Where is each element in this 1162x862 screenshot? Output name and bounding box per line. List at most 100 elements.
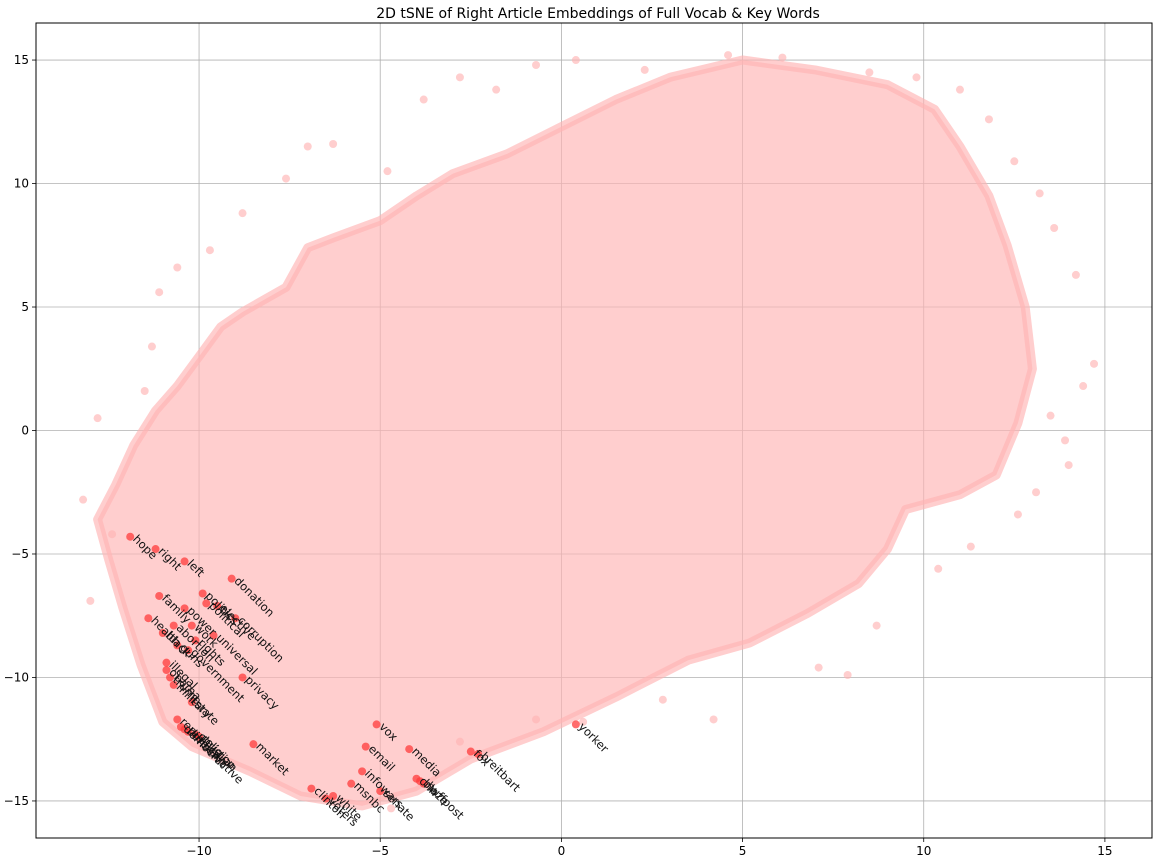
key-word-point — [376, 787, 385, 796]
vocab-point — [724, 51, 733, 60]
key-word-point — [126, 532, 135, 541]
vocab-point — [984, 115, 993, 124]
vocab-point — [579, 717, 588, 726]
vocab-point — [532, 60, 541, 69]
vocab-point — [419, 95, 428, 104]
key-word-point — [466, 747, 475, 756]
vocab-point — [1032, 488, 1041, 497]
vocab-point — [1064, 461, 1073, 470]
key-word-point — [144, 614, 153, 623]
vocab-point — [955, 85, 964, 94]
key-word-point — [361, 742, 370, 751]
y-tick-label: −10 — [4, 670, 29, 684]
vocab-point — [329, 140, 338, 149]
axis-ticks: −10 −5 0 5 10 15 15 10 5 0 −5 −10 −15 — [4, 53, 1113, 858]
vocab-point — [1035, 189, 1044, 198]
key-word-point — [321, 794, 330, 803]
key-word-points — [126, 532, 580, 803]
vocab-point — [282, 174, 291, 183]
key-word-point — [202, 599, 211, 608]
vocab-point — [147, 342, 156, 351]
x-tick-label: 5 — [739, 844, 747, 858]
key-word-point — [162, 666, 171, 675]
x-tick-label: −10 — [186, 844, 211, 858]
key-word-point — [151, 545, 160, 554]
vocab-point — [455, 73, 464, 82]
vocab-point — [173, 263, 182, 272]
vocab-point — [658, 695, 667, 704]
vocab-point — [640, 65, 649, 74]
vocab-point — [1010, 157, 1019, 166]
key-word-point — [180, 604, 189, 613]
key-word-point — [158, 629, 167, 638]
vocab-point — [1090, 359, 1099, 368]
y-tick-label: 15 — [14, 53, 29, 67]
vocab-point — [383, 167, 392, 176]
key-word-point — [155, 591, 164, 600]
vocab-point — [814, 663, 823, 672]
y-tick-label: 0 — [21, 424, 29, 438]
key-word-point — [249, 740, 258, 749]
key-word-point — [358, 767, 367, 776]
y-tick-label: −5 — [11, 547, 29, 561]
vocab-point — [492, 85, 501, 94]
vocab-point — [108, 530, 117, 539]
vocab-point — [155, 288, 164, 297]
key-word-point — [347, 779, 356, 788]
key-word-point — [187, 621, 196, 630]
key-word-point — [166, 673, 175, 682]
key-word-point — [191, 636, 200, 645]
y-tick-label: −15 — [4, 794, 29, 808]
vocab-point — [966, 542, 975, 551]
vocab-point — [912, 73, 921, 82]
key-word-point — [180, 557, 189, 566]
vocab-point — [303, 142, 312, 151]
chart-title: 2D tSNE of Right Article Embeddings of F… — [376, 6, 820, 22]
key-word-point — [213, 601, 222, 610]
vocab-point — [934, 564, 943, 573]
key-word-point — [231, 614, 240, 623]
vocab-point — [387, 804, 396, 813]
vocab-point — [1061, 436, 1070, 445]
key-word-point — [372, 720, 381, 729]
vocab-point — [872, 621, 881, 630]
x-tick-label: −5 — [371, 844, 389, 858]
vocab-point — [1046, 411, 1055, 420]
key-word-point — [474, 750, 483, 759]
key-word-point — [209, 631, 218, 640]
vocab-point — [1050, 223, 1059, 232]
vocab-point — [1071, 270, 1080, 279]
key-word-point — [169, 621, 178, 630]
key-word-point — [169, 680, 178, 689]
key-word-point — [162, 658, 171, 667]
vocab-point-cloud — [93, 55, 1037, 811]
vocab-point — [455, 737, 464, 746]
vocab-point — [709, 715, 718, 724]
x-tick-label: 15 — [1097, 844, 1112, 858]
vocab-point — [571, 56, 580, 65]
key-word-point — [571, 720, 580, 729]
x-tick-label: 0 — [558, 844, 566, 858]
key-word-point — [198, 589, 207, 598]
vocab-point — [865, 68, 874, 77]
vocab-point — [86, 596, 95, 605]
key-word-point — [405, 745, 414, 754]
key-word-point — [238, 673, 247, 682]
key-word-point — [227, 574, 236, 583]
vocab-point — [532, 715, 541, 724]
key-word-point — [173, 715, 182, 724]
vocab-point — [205, 246, 214, 255]
y-tick-label: 5 — [21, 300, 29, 314]
vocab-point — [778, 53, 787, 62]
vocab-point — [79, 495, 88, 504]
vocab-point — [1013, 510, 1022, 519]
x-tick-label: 10 — [916, 844, 931, 858]
key-word-point — [195, 732, 204, 741]
vocab-point — [140, 386, 149, 395]
key-word-point — [173, 641, 182, 650]
key-word-point — [329, 792, 338, 801]
vocab-point — [238, 209, 247, 218]
key-word-point — [187, 698, 196, 707]
key-word-point — [416, 777, 425, 786]
